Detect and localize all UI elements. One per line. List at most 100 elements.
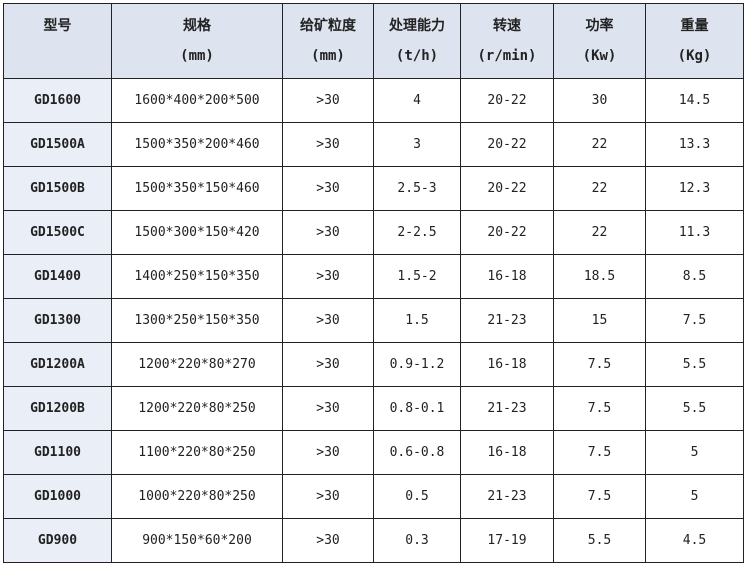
cell-feed-size: >30 [282, 518, 374, 563]
cell-model: GD1400 [3, 254, 112, 299]
cell-spec: 1500*300*150*420 [111, 210, 283, 255]
cell-spec: 1000*220*80*250 [111, 474, 283, 519]
cell-power: 5.5 [553, 518, 646, 563]
cell-spec: 900*150*60*200 [111, 518, 283, 563]
cell-power: 22 [553, 166, 646, 211]
cell-feed-size: >30 [282, 78, 374, 123]
table-row: GD1100 1100*220*80*250 >30 0.6-0.8 16-18 7.5 5 [3, 430, 744, 475]
cell-feed-size: >30 [282, 166, 374, 211]
cell-capacity: 0.8-0.1 [373, 386, 461, 431]
cell-speed: 20-22 [460, 78, 554, 123]
cell-power: 7.5 [553, 342, 646, 387]
header-feed-size: 给矿粒度 (mm) [282, 3, 374, 79]
cell-model: GD1500A [3, 122, 112, 167]
header-unit [4, 41, 111, 71]
header-unit: (r/min) [477, 48, 537, 64]
cell-feed-size: >30 [282, 386, 374, 431]
cell-speed: 21-23 [460, 474, 554, 519]
header-title: 给矿粒度 [300, 18, 356, 34]
cell-power: 7.5 [553, 430, 646, 475]
cell-power: 22 [553, 210, 646, 255]
cell-weight: 4.5 [645, 518, 744, 563]
cell-model: GD1000 [3, 474, 112, 519]
cell-spec: 1100*220*80*250 [111, 430, 283, 475]
cell-power: 18.5 [553, 254, 646, 299]
cell-power: 7.5 [553, 386, 646, 431]
cell-model: GD1200A [3, 342, 112, 387]
header-unit: (Kg) [677, 48, 712, 64]
cell-speed: 16-18 [460, 430, 554, 475]
cell-feed-size: >30 [282, 122, 374, 167]
header-power: 功率 (Kw) [553, 3, 646, 79]
header-spec: 规格 (mm) [111, 3, 283, 79]
cell-feed-size: >30 [282, 474, 374, 519]
cell-feed-size: >30 [282, 210, 374, 255]
cell-capacity: 3 [373, 122, 461, 167]
header-title: 功率 [585, 18, 614, 34]
header-title: 转速 [493, 18, 521, 34]
table-row: GD1300 1300*250*150*350 >30 1.5 21-23 15 7.5 [3, 298, 744, 343]
cell-capacity: 0.9-1.2 [373, 342, 461, 387]
cell-model: GD1100 [3, 430, 112, 475]
header-unit: (Kw) [582, 48, 617, 64]
cell-model: GD1600 [3, 78, 112, 123]
header-model: 型号 [3, 3, 112, 79]
cell-capacity: 0.5 [373, 474, 461, 519]
table-row: GD1500A 1500*350*200*460 >30 3 20-22 22 13.3 [3, 122, 744, 167]
cell-capacity: 2.5-3 [373, 166, 461, 211]
cell-capacity: 2-2.5 [373, 210, 461, 255]
cell-speed: 21-23 [460, 298, 554, 343]
cell-spec: 1300*250*150*350 [111, 298, 283, 343]
cell-spec: 1200*220*80*270 [111, 342, 283, 387]
cell-spec: 1400*250*150*350 [111, 254, 283, 299]
cell-weight: 5 [645, 430, 744, 475]
cell-spec: 1600*400*200*500 [111, 78, 283, 123]
cell-weight: 13.3 [645, 122, 744, 167]
cell-speed: 20-22 [460, 210, 554, 255]
cell-speed: 20-22 [460, 166, 554, 211]
cell-speed: 17-19 [460, 518, 554, 563]
cell-capacity: 4 [373, 78, 461, 123]
cell-weight: 12.3 [645, 166, 744, 211]
cell-speed: 16-18 [460, 342, 554, 387]
cell-feed-size: >30 [282, 430, 374, 475]
cell-power: 15 [553, 298, 646, 343]
cell-power: 30 [553, 78, 646, 123]
cell-model: GD1500C [3, 210, 112, 255]
cell-weight: 14.5 [645, 78, 744, 123]
table-row: GD1200B 1200*220*80*250 >30 0.8-0.1 21-23 7.5… [3, 386, 744, 431]
cell-model: GD900 [3, 518, 112, 563]
cell-weight: 5 [645, 474, 744, 519]
header-title: 规格 [183, 18, 211, 34]
cell-speed: 16-18 [460, 254, 554, 299]
table-row: GD1600 1600*400*200*500 >30 4 20-22 30 14.5 [3, 78, 744, 123]
table-row: GD1500B 1500*350*150*460 >30 2.5-3 20-22 22 12… [3, 166, 744, 211]
cell-capacity: 1.5-2 [373, 254, 461, 299]
cell-speed: 21-23 [460, 386, 554, 431]
cell-weight: 11.3 [645, 210, 744, 255]
header-capacity: 处理能力 (t/h) [373, 3, 461, 79]
cell-model: GD1500B [3, 166, 112, 211]
cell-weight: 7.5 [645, 298, 744, 343]
cell-model: GD1200B [3, 386, 112, 431]
cell-weight: 8.5 [645, 254, 744, 299]
cell-capacity: 0.6-0.8 [373, 430, 461, 475]
cell-feed-size: >30 [282, 298, 374, 343]
header-unit: (t/h) [395, 48, 439, 64]
table-row: GD1200A 1200*220*80*270 >30 0.9-1.2 16-18 7.5… [3, 342, 744, 387]
cell-spec: 1200*220*80*250 [111, 386, 283, 431]
header-row: 型号 规格 (mm) 给矿粒度 (mm) 处理能力 (t/h) 转速 (r/min) 功率 (Kw)… [3, 3, 744, 79]
header-weight: 重量 (Kg) [645, 3, 744, 79]
header-title: 重量 [680, 18, 709, 34]
table-row: GD1500C 1500*300*150*420 >30 2-2.5 20-22 22 11… [3, 210, 744, 255]
header-speed: 转速 (r/min) [460, 3, 554, 79]
table-row: GD900 900*150*60*200 >30 0.3 17-19 5.5 4.5 [3, 518, 744, 563]
cell-speed: 20-22 [460, 122, 554, 167]
cell-weight: 5.5 [645, 342, 744, 387]
cell-capacity: 0.3 [373, 518, 461, 563]
header-title: 型号 [43, 18, 72, 34]
header-title: 处理能力 [389, 18, 445, 34]
cell-capacity: 1.5 [373, 298, 461, 343]
cell-power: 7.5 [553, 474, 646, 519]
cell-power: 22 [553, 122, 646, 167]
